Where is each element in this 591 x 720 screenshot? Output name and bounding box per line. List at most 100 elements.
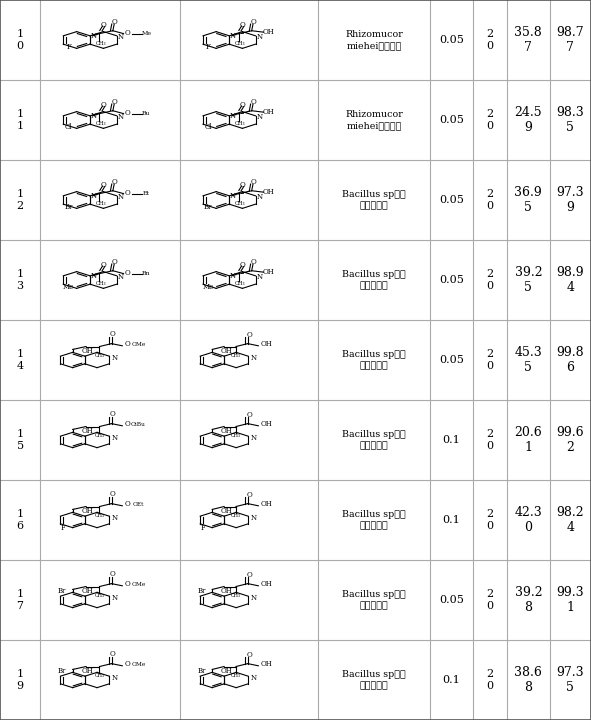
Text: OMe: OMe <box>131 342 145 347</box>
Text: N: N <box>251 513 256 521</box>
Text: OH: OH <box>221 587 233 595</box>
Text: Br: Br <box>64 203 73 211</box>
Text: Bacillus sp（冻
干粉制剂）: Bacillus sp（冻 干粉制剂） <box>342 189 406 210</box>
Text: 99.8
6: 99.8 6 <box>557 346 584 374</box>
Text: 0.05: 0.05 <box>439 115 464 125</box>
Text: N: N <box>91 112 97 120</box>
Text: Me: Me <box>141 31 151 36</box>
Text: Rhizomucor
miehei（酸液）: Rhizomucor miehei（酸液） <box>345 109 403 130</box>
Text: N: N <box>112 513 118 521</box>
Text: O: O <box>246 571 252 579</box>
Text: N: N <box>112 593 118 602</box>
Text: N: N <box>251 354 256 361</box>
Text: N: N <box>256 192 262 201</box>
Text: O: O <box>125 269 131 277</box>
Text: N: N <box>230 272 236 280</box>
Text: 1
2: 1 2 <box>17 189 24 211</box>
Text: Rhizomucor
miehei（酸液）: Rhizomucor miehei（酸液） <box>345 30 403 50</box>
Text: O: O <box>111 18 117 26</box>
Text: Bu: Bu <box>142 111 151 116</box>
Text: 2
0: 2 0 <box>486 349 493 371</box>
Text: N: N <box>230 112 236 120</box>
Text: O: O <box>125 580 131 588</box>
Text: 39.2
8: 39.2 8 <box>515 586 542 614</box>
Text: 97.3
9: 97.3 9 <box>557 186 584 214</box>
Text: CH₃: CH₃ <box>231 433 241 438</box>
Text: Br: Br <box>204 203 212 211</box>
Text: OH: OH <box>261 500 272 508</box>
Text: O: O <box>111 98 117 106</box>
Text: 39.2
5: 39.2 5 <box>515 266 542 294</box>
Text: N: N <box>118 192 124 201</box>
Text: N: N <box>256 273 262 281</box>
Text: Br: Br <box>197 667 206 675</box>
Text: O: O <box>110 410 116 418</box>
Text: Et: Et <box>143 191 150 196</box>
Text: O: O <box>100 21 106 29</box>
Text: 0.05: 0.05 <box>439 35 464 45</box>
Text: O: O <box>246 491 252 499</box>
Text: 1
1: 1 1 <box>17 109 24 131</box>
Text: Br: Br <box>57 587 66 595</box>
Text: CH₃: CH₃ <box>95 513 105 518</box>
Text: OH: OH <box>263 28 275 36</box>
Text: 45.3
5: 45.3 5 <box>515 346 542 374</box>
Text: OH: OH <box>261 341 272 348</box>
Text: O: O <box>110 490 116 498</box>
Text: 2
0: 2 0 <box>486 30 493 51</box>
Text: CH₃: CH₃ <box>95 673 105 678</box>
Text: CH₃: CH₃ <box>235 120 245 125</box>
Text: CH₃: CH₃ <box>96 120 106 125</box>
Text: O: O <box>125 109 131 117</box>
Text: O: O <box>110 650 116 658</box>
Text: 0.1: 0.1 <box>443 515 460 525</box>
Text: 0.1: 0.1 <box>443 675 460 685</box>
Text: O: O <box>250 18 256 26</box>
Text: 98.9
4: 98.9 4 <box>557 266 584 294</box>
Text: OH: OH <box>263 188 275 196</box>
Text: 2
0: 2 0 <box>486 109 493 131</box>
Text: Bacillus sp（冻
干粉制剂）: Bacillus sp（冻 干粉制剂） <box>342 670 406 690</box>
Text: 0.1: 0.1 <box>443 435 460 445</box>
Text: CH₃: CH₃ <box>235 281 245 286</box>
Text: 2
0: 2 0 <box>486 669 493 690</box>
Text: Cl: Cl <box>204 123 212 131</box>
Text: OH: OH <box>261 420 272 428</box>
Text: O: O <box>110 570 116 578</box>
Text: CH₃: CH₃ <box>231 513 241 518</box>
Text: F: F <box>66 43 71 51</box>
Text: 38.6
8: 38.6 8 <box>514 666 543 694</box>
Text: OMe: OMe <box>131 662 145 667</box>
Text: 99.6
2: 99.6 2 <box>557 426 584 454</box>
Text: O: O <box>239 21 245 29</box>
Text: 1
4: 1 4 <box>17 349 24 371</box>
Text: CH₃: CH₃ <box>231 354 241 359</box>
Text: 0.05: 0.05 <box>439 355 464 365</box>
Text: O: O <box>246 651 252 659</box>
Text: O: O <box>125 420 131 428</box>
Text: O: O <box>125 341 131 348</box>
Text: O: O <box>125 660 131 668</box>
Text: N: N <box>256 112 262 120</box>
Text: 1
9: 1 9 <box>17 669 24 690</box>
Text: N: N <box>118 32 124 40</box>
Text: N: N <box>118 273 124 281</box>
Text: N: N <box>112 674 118 682</box>
Text: OH: OH <box>221 427 233 435</box>
Text: 1
3: 1 3 <box>17 269 24 291</box>
Text: CH₃: CH₃ <box>231 593 241 598</box>
Text: 36.9
5: 36.9 5 <box>515 186 542 214</box>
Text: OH: OH <box>221 347 233 355</box>
Text: N: N <box>118 112 124 120</box>
Text: O: O <box>239 101 245 109</box>
Text: 98.2
4: 98.2 4 <box>557 506 584 534</box>
Text: 2
0: 2 0 <box>486 429 493 451</box>
Text: 2
0: 2 0 <box>486 509 493 531</box>
Text: 2
0: 2 0 <box>486 269 493 291</box>
Text: N: N <box>251 674 256 682</box>
Text: OH: OH <box>82 427 93 435</box>
Text: OH: OH <box>82 507 93 515</box>
Text: CH₃: CH₃ <box>95 354 105 359</box>
Text: 99.3
1: 99.3 1 <box>557 586 584 614</box>
Text: N: N <box>91 192 97 200</box>
